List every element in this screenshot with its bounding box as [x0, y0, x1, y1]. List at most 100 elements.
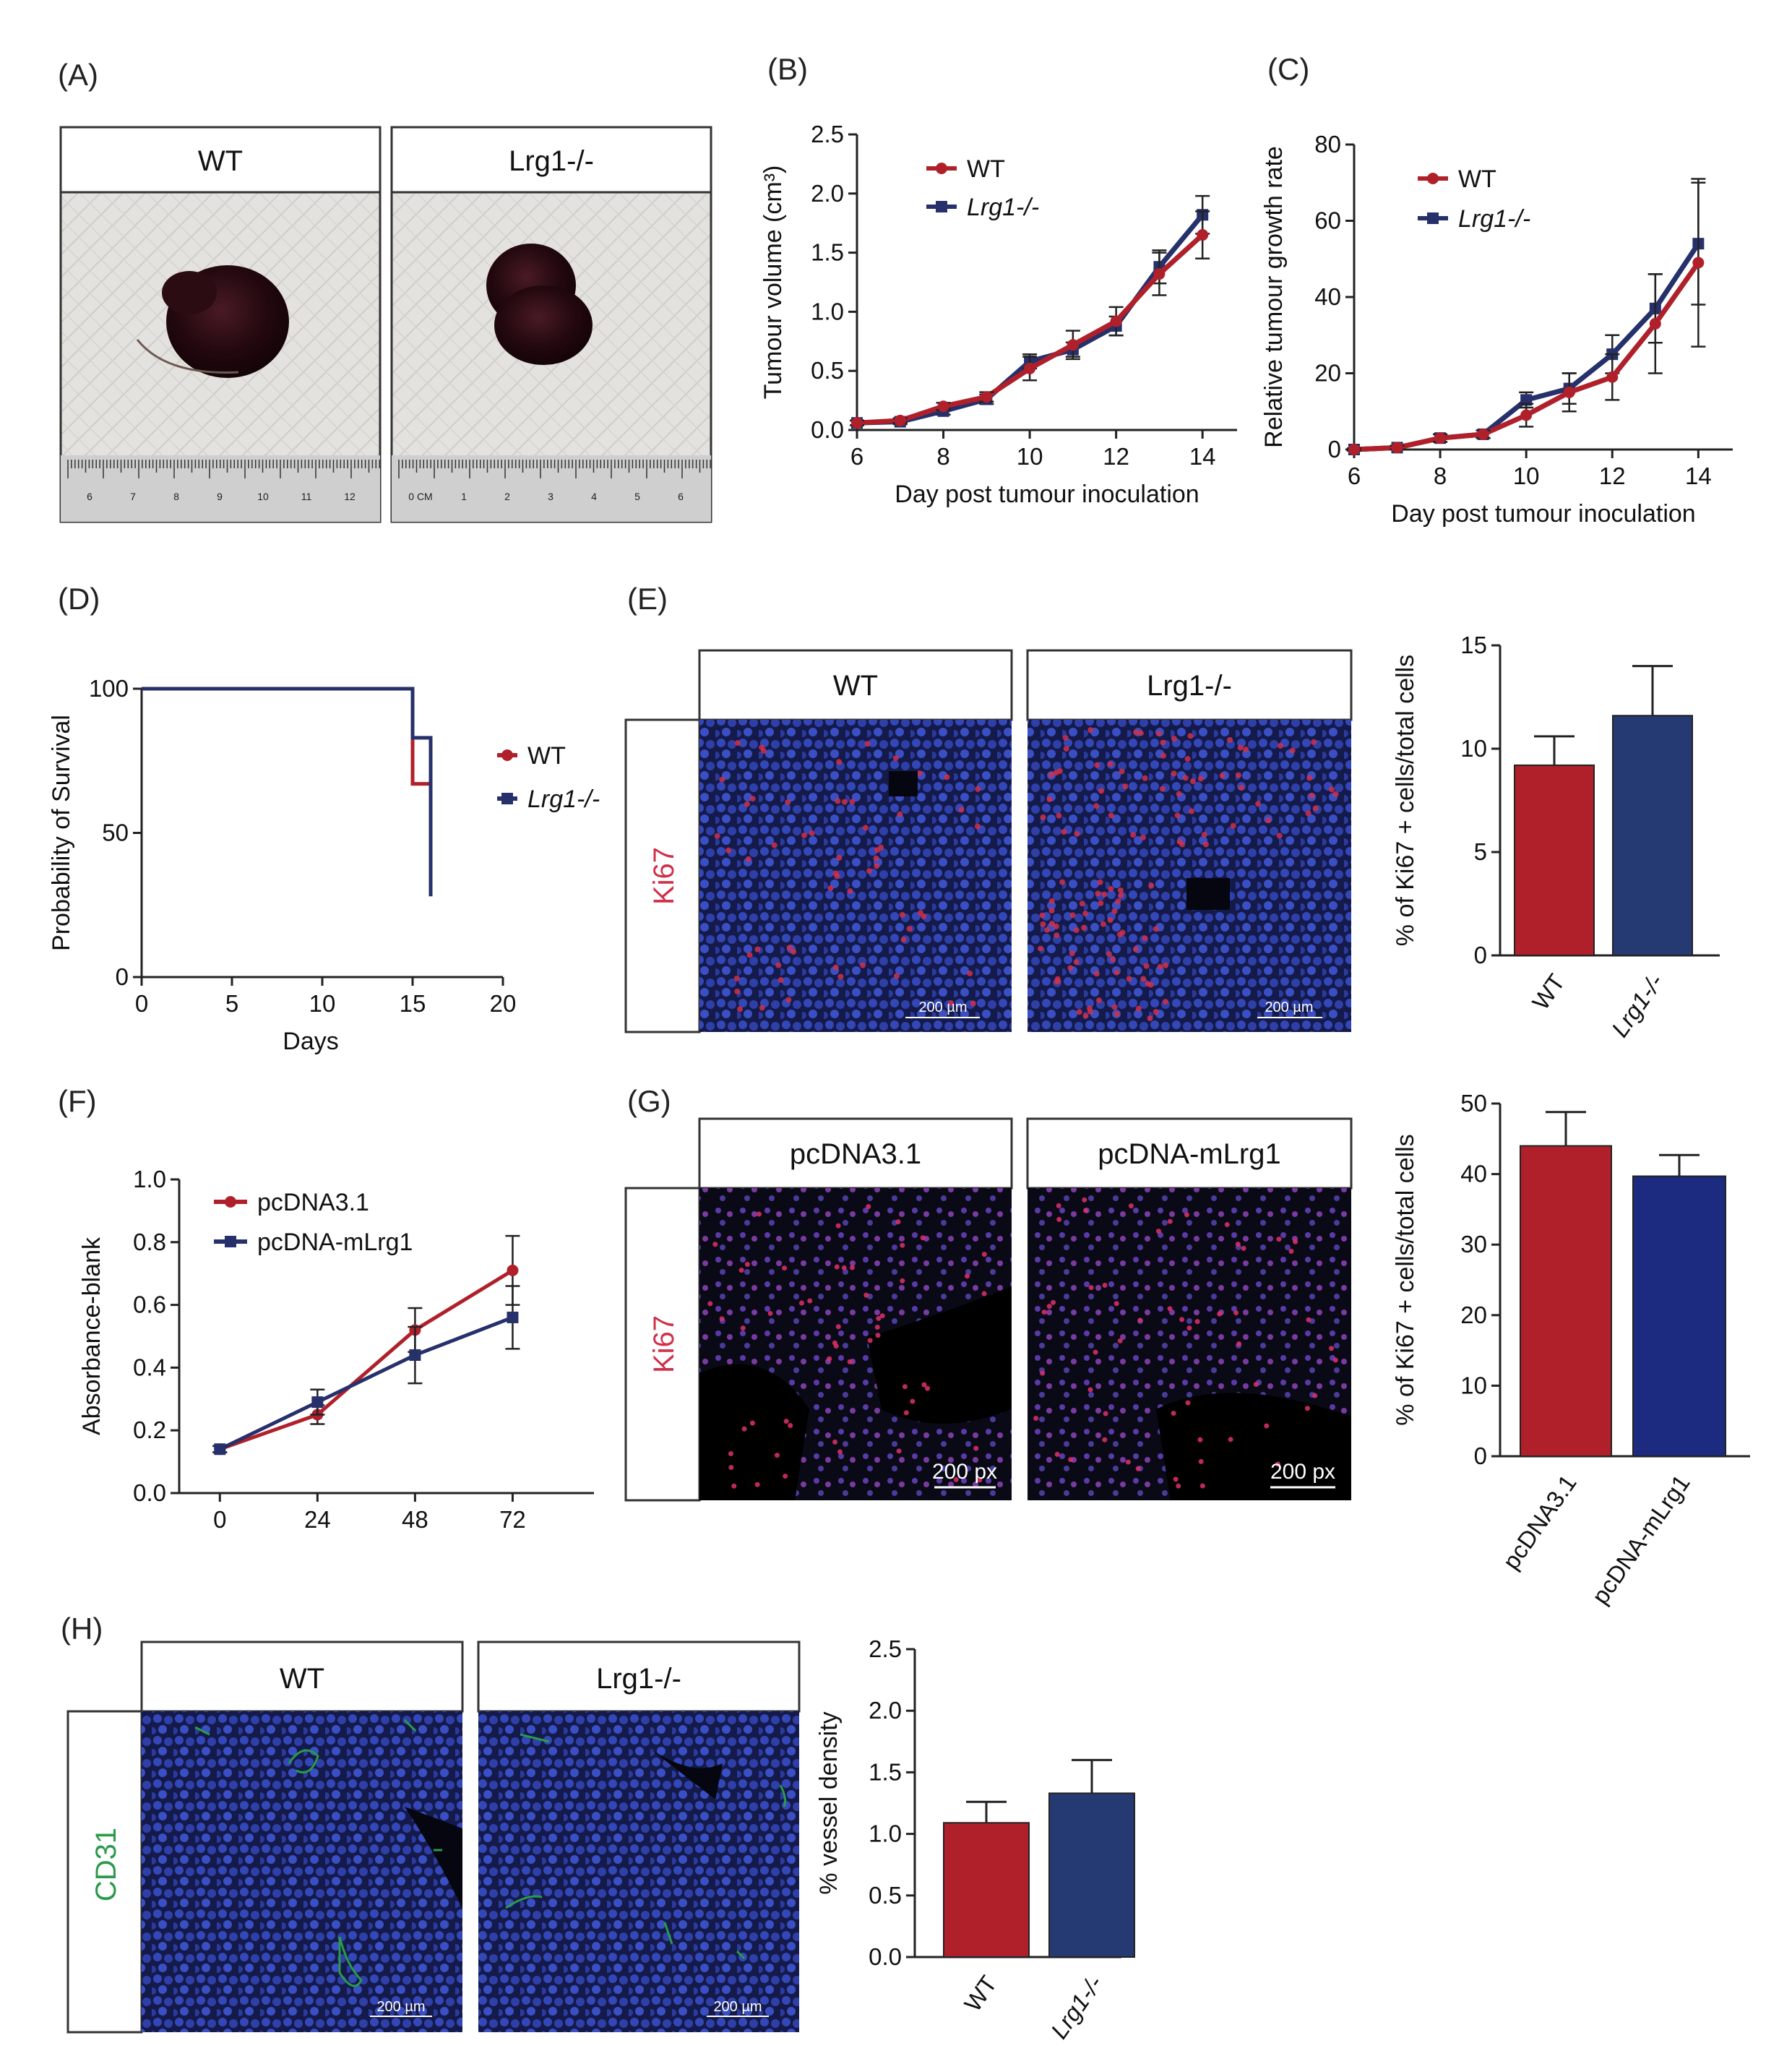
ki67-dot: [1288, 1248, 1294, 1254]
ruler-wt-label: 10: [257, 491, 269, 502]
chart-f-ytick-label: 0.0: [133, 1479, 166, 1506]
ruler-wt-label: 7: [130, 491, 136, 502]
panel-label-f: (F): [58, 1084, 97, 1118]
ki67-dot: [1160, 752, 1167, 759]
ki67-dot: [875, 1333, 881, 1338]
ki67-dot: [1137, 730, 1144, 736]
ki67-dot: [1140, 834, 1146, 840]
ki67-dot: [981, 1252, 987, 1257]
ki67-dot: [1110, 956, 1116, 963]
chart-c-xlabel: Day post tumour inoculation: [1391, 500, 1695, 528]
ki67-dot: [1304, 1406, 1310, 1411]
ki67-dot: [897, 811, 903, 817]
chart-b-ytick-label: 0.5: [811, 357, 844, 384]
ki67-dot: [1048, 920, 1055, 926]
panel-label-c: (C): [1267, 52, 1309, 86]
ki67-dot: [906, 926, 913, 932]
ki67-dot: [1051, 1299, 1056, 1305]
chart-b-legend-marker: [936, 163, 947, 174]
ki67-dot: [867, 1338, 873, 1343]
ruler-lrg1-label: 2: [504, 491, 510, 502]
ki67-dot: [841, 1265, 847, 1270]
chart-f-point-pcDNA-mLrg1: [507, 1311, 519, 1323]
ki67-dot: [900, 1278, 905, 1283]
chart-f-ytick-label: 1.0: [133, 1166, 166, 1192]
chart-c-point-WT: [1563, 386, 1575, 398]
ki67-dot: [849, 799, 856, 805]
chart-c-point-WT: [1477, 428, 1489, 440]
chart-h-xtick-label: Lrg1-/-: [1046, 1971, 1108, 2044]
ki67-dot: [1173, 1476, 1179, 1482]
ki67-dot: [1056, 1216, 1062, 1222]
ki67-dot: [1197, 1437, 1203, 1442]
ki67-dot: [1046, 1304, 1052, 1310]
ki67-dot: [1155, 1229, 1161, 1234]
chart-d-xtick-label: 5: [225, 990, 238, 1017]
ki67-dot: [836, 854, 843, 861]
ki67-dot: [965, 1273, 970, 1279]
chart-e-bar-WT: [1514, 764, 1595, 956]
chart-f-ytick-label: 0.6: [133, 1291, 166, 1318]
ki67-dot: [754, 1482, 760, 1487]
ki67-dot: [847, 888, 853, 895]
ki67-dot: [1219, 773, 1225, 779]
ki67-dot: [1235, 1242, 1241, 1247]
chart-e: 0 5 10 15 % of Ki67 + cells/total cells WT Lrg…: [1392, 632, 1720, 1042]
ki67-dot: [1107, 761, 1113, 767]
ki67-dot: [1163, 962, 1169, 968]
chart-b-xtick-label: 10: [1017, 443, 1043, 470]
chart-e-ytick-label: 10: [1460, 735, 1487, 762]
chart-h-ytick-label: 0.5: [869, 1882, 902, 1909]
ki67-dot: [1048, 772, 1054, 778]
ki67-dot: [1053, 770, 1059, 776]
ki67-dot: [1130, 832, 1137, 838]
ki67-dot: [874, 1324, 880, 1330]
ki67-dot: [1125, 1459, 1131, 1465]
ki67-dot: [953, 1476, 959, 1482]
ki67-dot: [1111, 1004, 1118, 1010]
ki67-dot: [741, 1426, 747, 1432]
chart-f-xtick-label: 72: [499, 1506, 526, 1533]
ki67-dot: [1093, 971, 1100, 977]
chart-b-xtick-label: 6: [850, 443, 863, 470]
ki67-dot: [1073, 927, 1080, 934]
chart-g-xtick-label: pcDNA-mLrg1: [1587, 1470, 1695, 1609]
ki67-dot: [832, 1439, 838, 1445]
ki67-dot: [754, 946, 761, 953]
ki67-dot: [835, 798, 841, 804]
chart-e-xtick-label: WT: [1527, 969, 1570, 1015]
ki67-dot: [1198, 1458, 1204, 1464]
chart-c-ytick-label: 40: [1314, 283, 1341, 310]
ki67-dot: [1054, 976, 1061, 982]
ki67-dot: [1305, 810, 1311, 817]
ki67-dot: [967, 970, 973, 976]
ki67-dot: [714, 833, 720, 839]
ki67-dot: [1095, 890, 1101, 897]
ki67-dot: [1236, 1341, 1242, 1347]
chart-b-xtick-label: 12: [1103, 443, 1129, 470]
chart-d: 0 50 100 0 5 10 15 20 Days Probability of Surviva…: [48, 675, 600, 1055]
ki67-dot: [1243, 746, 1249, 752]
ki67-dot: [1171, 1411, 1176, 1416]
ki67-dot: [899, 911, 905, 918]
ki67-dot: [746, 952, 753, 958]
chart-f-point-pcDNA-mLrg1: [409, 1349, 421, 1362]
ki67-dot: [900, 937, 907, 943]
micro-h-scale-lrg1: 200 µm: [713, 1999, 762, 2015]
ki67-dot: [1133, 729, 1140, 736]
chart-d-xtick-label: 0: [135, 990, 148, 1017]
ki67-dot: [1069, 912, 1076, 919]
chart-h-ytick-label: 2.5: [869, 1635, 902, 1662]
chart-e-bar-Lrg1-/-: [1612, 715, 1693, 956]
photo-header-wt: WT: [198, 145, 243, 177]
ki67-dot: [1202, 841, 1209, 848]
ki67-dot: [1082, 1197, 1087, 1203]
ki67-dot: [1063, 746, 1069, 752]
ki67-dot: [1111, 908, 1118, 914]
chart-d-xtick-label: 20: [490, 990, 517, 1017]
ki67-dot: [1230, 822, 1236, 829]
ki67-dot: [733, 975, 740, 981]
ruler-wt-label: 9: [217, 491, 223, 502]
ki67-dot: [745, 856, 751, 862]
chart-h-ylabel: % vessel density: [815, 1711, 843, 1894]
